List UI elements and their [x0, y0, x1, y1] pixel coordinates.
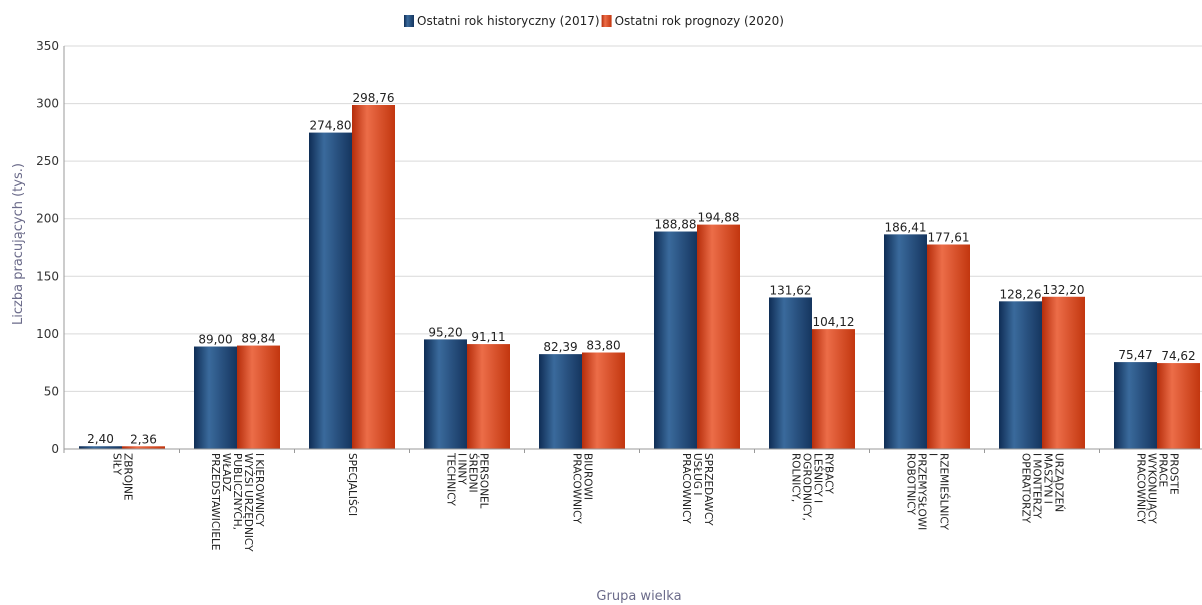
- y-axis-ticks: 0 50 100 150 200 250 300 350: [36, 39, 59, 456]
- y-axis-title: Liczba pracujących (tys.): [11, 163, 26, 325]
- legend-label[interactable]: Ostatni rok prognozy (2020): [615, 14, 784, 28]
- bar-forecast[interactable]: [697, 224, 740, 449]
- bar-historical[interactable]: [79, 446, 122, 449]
- x-category-label: BIUROWI: [582, 453, 594, 500]
- x-category-label: USŁUG I: [691, 453, 703, 496]
- x-category-label: I INNY: [456, 453, 468, 485]
- bar-forecast[interactable]: [467, 344, 510, 449]
- x-category-label: OGRODNICY,: [801, 453, 813, 521]
- bar-forecast[interactable]: [1157, 363, 1200, 449]
- x-category-label: PROSTE: [1168, 453, 1180, 495]
- data-label: 74,62: [1161, 349, 1195, 363]
- y-tick-label: 350: [36, 39, 59, 53]
- x-category-label: PRZEDSTAWICIELE: [209, 453, 221, 550]
- data-label: 128,26: [1000, 287, 1042, 301]
- data-label: 188,88: [655, 218, 697, 232]
- x-category-label: PRACE: [1157, 453, 1169, 487]
- x-category-label: SPRZEDAWCY: [702, 453, 714, 526]
- data-label: 274,80: [310, 119, 352, 133]
- x-category-label: WYŻSI URZĘDNICY: [242, 453, 255, 552]
- bar-forecast[interactable]: [122, 446, 165, 449]
- legend-label[interactable]: Ostatni rok historyczny (2017): [417, 14, 600, 28]
- y-tick-label: 100: [36, 327, 59, 341]
- x-category-label: WŁADZ: [220, 453, 232, 492]
- x-category-label: SPECJALIŚCI: [346, 453, 359, 516]
- bar-historical[interactable]: [424, 339, 467, 449]
- x-category-label: PUBLICZNYCH,: [231, 453, 243, 530]
- y-tick-label: 300: [36, 97, 59, 111]
- x-category-label: WYKONUJĄCY: [1146, 453, 1158, 524]
- x-category-label: PRACOWNICY: [571, 453, 583, 524]
- x-category-label: ROBOTNICY: [905, 453, 917, 515]
- x-category-label: SIŁY: [111, 453, 123, 476]
- x-category-label: OPERATORZY: [1020, 453, 1032, 524]
- bar-forecast[interactable]: [1042, 296, 1085, 449]
- bar-forecast[interactable]: [812, 329, 855, 449]
- data-label: 89,00: [198, 333, 232, 347]
- x-category-label: ZBROJNE: [122, 453, 134, 501]
- bar-historical[interactable]: [1114, 362, 1157, 449]
- y-tick-label: 250: [36, 154, 59, 168]
- data-label: 89,84: [241, 332, 275, 346]
- data-label: 83,80: [586, 339, 620, 353]
- bar-forecast[interactable]: [237, 345, 280, 449]
- bar-historical[interactable]: [654, 231, 697, 449]
- x-category-label: MASZYN I: [1042, 453, 1054, 504]
- legend-swatch[interactable]: [404, 15, 414, 27]
- x-category-label: PRACOWNICY: [680, 453, 692, 524]
- x-category-label: ROLNICY,: [790, 453, 802, 502]
- bar-historical[interactable]: [194, 346, 237, 449]
- bar-forecast[interactable]: [927, 244, 970, 449]
- x-category-label: LEŚNICY I: [812, 453, 825, 503]
- data-label: 2,40: [87, 432, 114, 446]
- x-axis-categories: SIŁY ZBROJNE PRZEDSTAWICIELE WŁADZ PUBLICZNY…: [111, 452, 1180, 552]
- bar-historical[interactable]: [769, 297, 812, 449]
- bars: [79, 104, 1200, 449]
- x-category-label: I MONTERZY: [1031, 453, 1043, 519]
- data-label: 194,88: [698, 211, 740, 225]
- x-category-label: ŚREDNI: [467, 453, 480, 493]
- x-category-label: TECHNICY: [445, 452, 457, 506]
- data-label: 104,12: [813, 315, 855, 329]
- data-label: 95,20: [428, 325, 462, 339]
- y-tick-label: 50: [44, 384, 59, 398]
- y-tick-label: 200: [36, 212, 59, 226]
- bar-historical[interactable]: [884, 234, 927, 449]
- data-label: 298,76: [353, 91, 395, 105]
- data-label: 132,20: [1043, 283, 1085, 297]
- bar-historical[interactable]: [539, 354, 582, 449]
- x-category-label: RZEMIEŚLNICY: [938, 453, 951, 531]
- data-label: 177,61: [928, 230, 970, 244]
- x-category-label: I KIEROWNICY: [253, 453, 265, 527]
- x-category-label: I: [927, 453, 939, 456]
- x-axis-title: Grupa wielka: [596, 589, 681, 604]
- x-category-label: PRACOWNICY: [1135, 453, 1147, 524]
- bar-forecast[interactable]: [582, 352, 625, 449]
- y-tick-label: 0: [51, 442, 59, 456]
- data-label: 91,11: [471, 330, 505, 344]
- bar-forecast[interactable]: [352, 104, 395, 449]
- data-label: 131,62: [770, 283, 812, 297]
- x-category-label: URZĄDZEŃ: [1053, 453, 1066, 512]
- legend[interactable]: Ostatni rok historyczny (2017) Ostatni ro…: [404, 14, 784, 28]
- x-category-label: RYBACY: [823, 453, 835, 494]
- data-label: 75,47: [1118, 348, 1152, 362]
- bar-historical[interactable]: [309, 132, 352, 449]
- data-label: 2,36: [130, 432, 157, 446]
- y-tick-label: 150: [36, 269, 59, 283]
- bar-historical[interactable]: [999, 301, 1042, 449]
- x-category-label: PERSONEL: [478, 453, 490, 509]
- data-label: 82,39: [543, 340, 577, 354]
- axes: [63, 46, 1202, 453]
- legend-swatch[interactable]: [601, 15, 612, 27]
- data-label: 186,41: [885, 220, 927, 234]
- grid-lines: [64, 45, 1202, 392]
- x-category-label: PRZEMYSŁOWI: [916, 453, 928, 530]
